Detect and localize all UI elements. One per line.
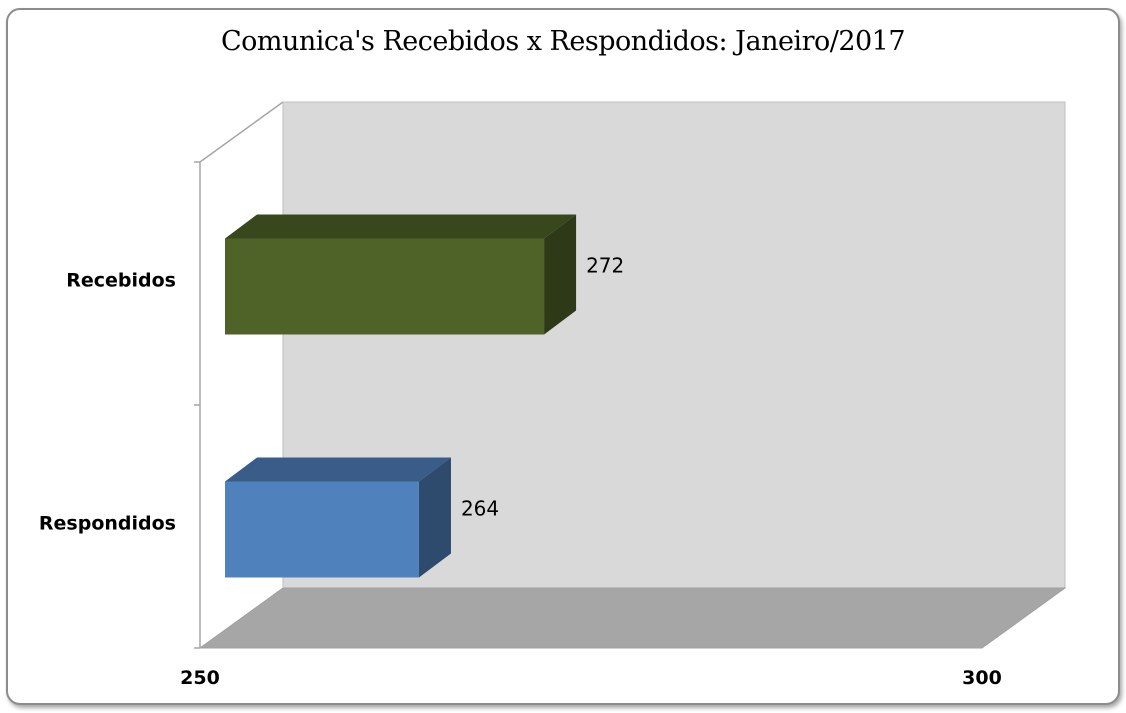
- chart-title: Comunica's Recebidos x Respondidos: Jane…: [220, 26, 906, 57]
- floor: [198, 587, 1067, 649]
- bar-respondidos: [225, 457, 451, 578]
- x-tick-label: 250: [180, 667, 220, 689]
- bar-front-face: [225, 238, 545, 335]
- category-label: Recebidos: [66, 270, 176, 292]
- bar-side-face: [418, 457, 451, 578]
- category-label: Respondidos: [39, 513, 176, 535]
- x-tick-label: 300: [962, 667, 1002, 689]
- bar-top-face: [225, 214, 577, 239]
- data-label: 272: [586, 254, 624, 278]
- bar-front-face: [225, 481, 419, 578]
- data-label: 264: [461, 497, 499, 521]
- bar-recebidos: [225, 214, 577, 335]
- bar-side-face: [544, 214, 577, 335]
- bar-top-face: [225, 457, 451, 482]
- side-wall-top-edge: [199, 101, 284, 163]
